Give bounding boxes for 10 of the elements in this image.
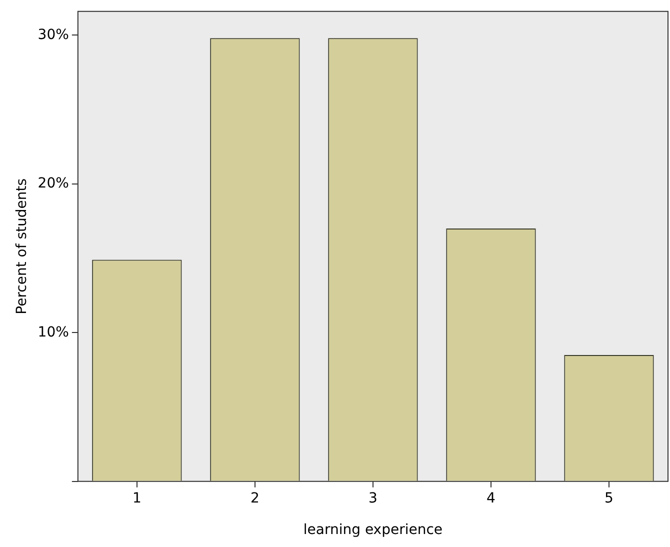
- x-tick-label: 4: [486, 490, 496, 506]
- y-tick-label: 30%: [38, 26, 69, 43]
- x-tick-label: 3: [368, 490, 378, 506]
- x-tick-label: 5: [604, 490, 614, 506]
- x-tick-label: 1: [132, 490, 142, 506]
- x-axis-title: learning experience: [303, 522, 443, 538]
- y-tick-label: 10%: [38, 324, 69, 340]
- y-axis-title: Percent of students: [14, 178, 30, 314]
- y-tick-label: 20%: [38, 176, 69, 192]
- x-tick-label: 2: [250, 490, 260, 506]
